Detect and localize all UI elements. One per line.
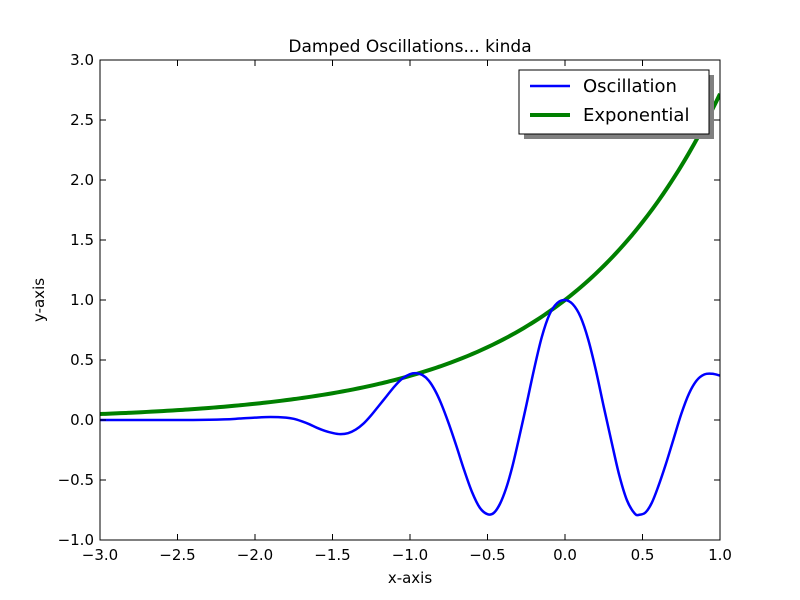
- x-tick-label: 1.0: [708, 546, 732, 564]
- series-line-exponential: [100, 92, 720, 417]
- legend: Oscillation Exponential: [518, 69, 714, 139]
- x-tick-label: 0.0: [553, 546, 577, 564]
- x-axis-ticks: −3.0 −2.5 −2.0 −1.5 −1.0 −0.5 0.0 0.5 1.0: [82, 60, 732, 564]
- x-tick-label: −1.5: [314, 546, 350, 564]
- y-tick-label: 1.5: [70, 231, 94, 249]
- x-tick-label: −0.5: [469, 546, 505, 564]
- x-tick-label: −2.0: [237, 546, 273, 564]
- y-tick-label: 2.0: [70, 171, 94, 189]
- y-tick-label: 1.0: [70, 291, 94, 309]
- legend-label-exponential: Exponential: [583, 105, 689, 126]
- x-tick-label: −3.0: [82, 546, 118, 564]
- y-tick-label: 0.5: [70, 351, 94, 369]
- y-tick-label: −0.5: [58, 471, 94, 489]
- y-tick-label: −1.0: [58, 531, 94, 549]
- x-tick-label: −1.0: [392, 546, 428, 564]
- x-tick-label: 0.5: [631, 546, 655, 564]
- legend-box: [518, 69, 710, 135]
- y-tick-label: 0.0: [70, 411, 94, 429]
- plot-series: [100, 92, 720, 517]
- chart-title: Damped Oscillations... kinda: [288, 37, 531, 57]
- series-line-oscillation: [100, 298, 720, 517]
- y-tick-label: 3.0: [70, 51, 94, 69]
- x-axis-label: x-axis: [388, 569, 433, 587]
- legend-label-oscillation: Oscillation: [583, 76, 677, 97]
- x-tick-label: −2.5: [159, 546, 195, 564]
- y-axis-label: y-axis: [30, 278, 48, 322]
- y-tick-label: 2.5: [70, 111, 94, 129]
- y-axis-ticks: −1.0 −0.5 0.0 0.5 1.0 1.5 2.0 2.5 3.0: [58, 51, 720, 549]
